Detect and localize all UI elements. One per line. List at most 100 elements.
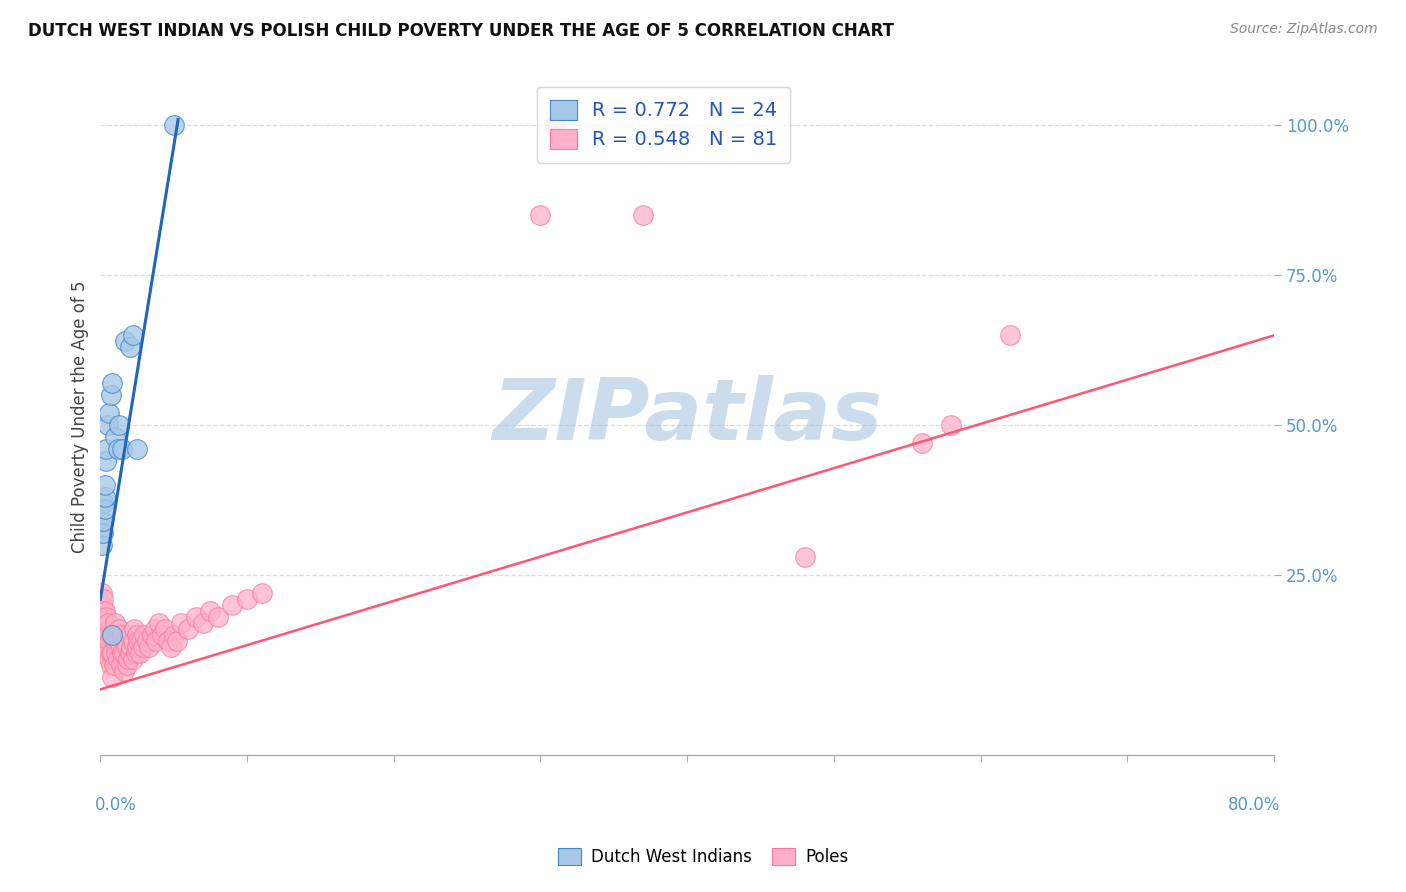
Point: [90, 520, 112, 534]
Point: [120, 640, 142, 655]
Point: [101, 376, 124, 391]
Point: [117, 652, 139, 666]
Point: [112, 646, 135, 660]
Point: [111, 628, 134, 642]
Point: [184, 610, 207, 624]
Point: [96, 640, 118, 655]
Point: [115, 640, 138, 655]
Point: [110, 640, 132, 655]
Point: [105, 646, 128, 660]
Point: [121, 328, 143, 343]
Point: [110, 658, 132, 673]
Point: [91, 592, 114, 607]
Point: [236, 592, 259, 607]
Text: DUTCH WEST INDIAN VS POLISH CHILD POVERTY UNDER THE AGE OF 5 CORRELATION CHART: DUTCH WEST INDIAN VS POLISH CHILD POVERT…: [28, 22, 894, 40]
Point: [107, 652, 129, 666]
Point: [134, 628, 156, 642]
Point: [911, 436, 934, 450]
Point: [544, 119, 567, 133]
Point: [107, 442, 129, 457]
Point: [118, 628, 141, 642]
Point: [97, 418, 120, 433]
Point: [191, 616, 214, 631]
Point: [136, 634, 159, 648]
Point: [90, 599, 112, 613]
Y-axis label: Child Poverty Under the Age of 5: Child Poverty Under the Age of 5: [72, 280, 89, 553]
Point: [104, 430, 127, 444]
Point: [529, 209, 551, 223]
Point: [90, 538, 112, 552]
Point: [94, 604, 117, 618]
Point: [90, 586, 112, 600]
Point: [91, 496, 114, 510]
Point: [166, 634, 188, 648]
Point: [98, 406, 121, 420]
Point: [114, 334, 136, 349]
Point: [163, 628, 186, 642]
Point: [129, 646, 152, 660]
Point: [941, 418, 963, 433]
Point: [94, 628, 117, 642]
Point: [998, 328, 1021, 343]
Point: [100, 658, 122, 673]
Point: [125, 442, 148, 457]
Point: [91, 623, 114, 637]
Point: [100, 388, 122, 402]
Point: [141, 628, 163, 642]
Legend: R = 0.772   N = 24, R = 0.548   N = 81: R = 0.772 N = 24, R = 0.548 N = 81: [537, 87, 790, 162]
Point: [94, 502, 117, 516]
Text: 0.0%: 0.0%: [94, 796, 136, 814]
Point: [100, 646, 122, 660]
Point: [108, 418, 131, 433]
Point: [104, 634, 127, 648]
Point: [97, 616, 120, 631]
Point: [97, 628, 120, 642]
Point: [121, 652, 143, 666]
Point: [200, 604, 222, 618]
Point: [118, 340, 141, 354]
Point: [94, 491, 117, 505]
Point: [148, 616, 170, 631]
Point: [103, 658, 125, 673]
Text: ZIPatlas: ZIPatlas: [492, 375, 883, 458]
Point: [793, 550, 815, 565]
Point: [128, 634, 150, 648]
Point: [96, 442, 118, 457]
Point: [105, 628, 128, 642]
Point: [108, 623, 131, 637]
Point: [90, 610, 112, 624]
Point: [94, 478, 117, 492]
Point: [101, 628, 124, 642]
Point: [111, 442, 134, 457]
Point: [107, 634, 129, 648]
Point: [138, 640, 160, 655]
Point: [98, 652, 121, 666]
Point: [207, 610, 229, 624]
Point: [115, 658, 138, 673]
Text: 80.0%: 80.0%: [1227, 796, 1279, 814]
Point: [125, 640, 148, 655]
Point: [177, 623, 200, 637]
Point: [131, 634, 153, 648]
Point: [96, 610, 118, 624]
Point: [91, 526, 114, 541]
Point: [163, 119, 186, 133]
Point: [118, 646, 141, 660]
Point: [631, 209, 654, 223]
Point: [98, 634, 121, 648]
Point: [114, 634, 136, 648]
Point: [97, 646, 120, 660]
Point: [104, 616, 127, 631]
Point: [143, 623, 166, 637]
Point: [159, 640, 181, 655]
Point: [170, 616, 193, 631]
Point: [96, 623, 118, 637]
Point: [122, 623, 145, 637]
Point: [91, 515, 114, 529]
Legend: Dutch West Indians, Poles: Dutch West Indians, Poles: [550, 840, 856, 875]
Point: [96, 454, 118, 468]
Point: [112, 665, 135, 679]
Point: [91, 610, 114, 624]
Point: [250, 586, 273, 600]
Point: [100, 628, 122, 642]
